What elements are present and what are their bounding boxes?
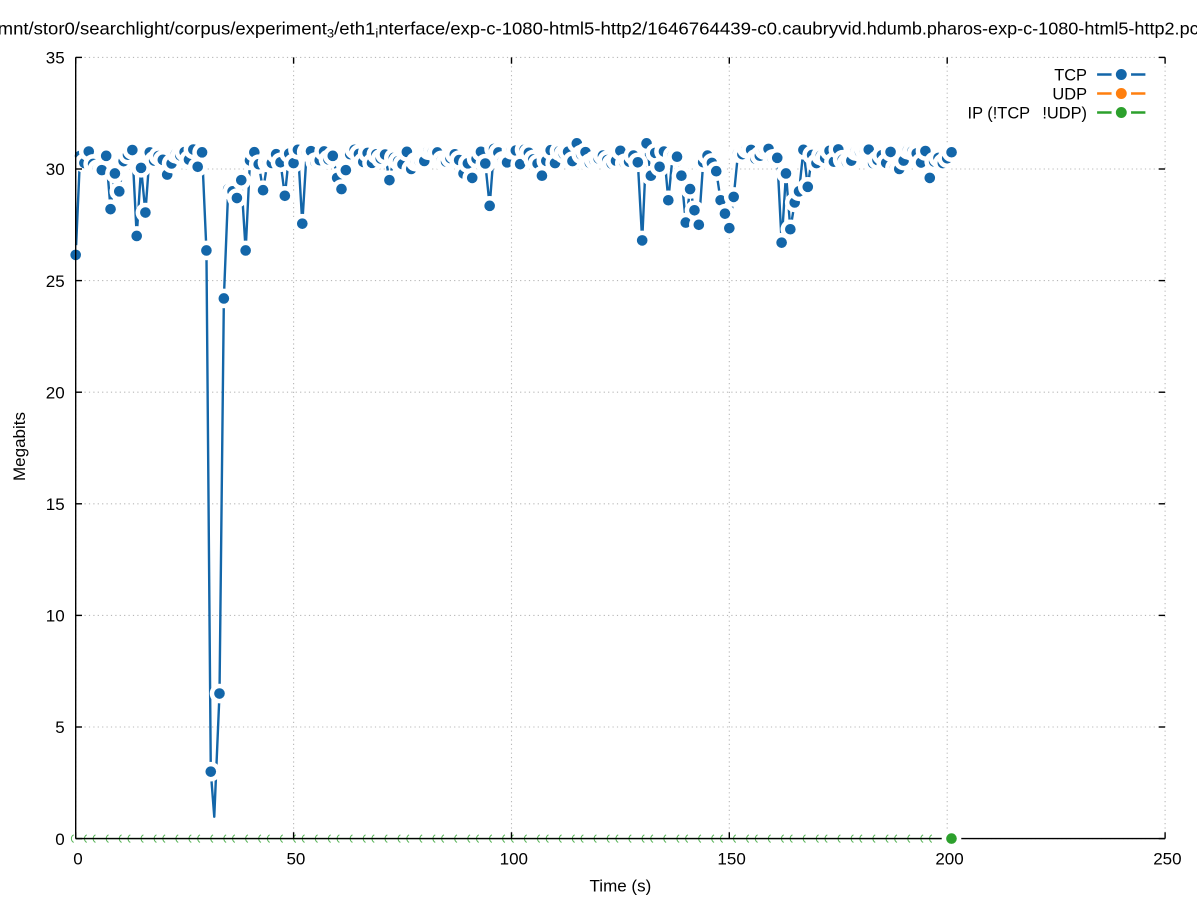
svg-text:35: 35 bbox=[46, 49, 65, 68]
svg-text:0: 0 bbox=[55, 830, 64, 849]
svg-text:/mnt/stor0/searchlight/corpus/: /mnt/stor0/searchlight/corpus/experiment… bbox=[0, 19, 601, 41]
svg-text:http2/1646764439-c0.caubryvi: http2/1646764439-c0.caubryvi bbox=[601, 19, 852, 39]
svg-text:Time (s): Time (s) bbox=[590, 876, 652, 895]
svg-text:5: 5 bbox=[55, 718, 64, 737]
svg-text:Megabits: Megabits bbox=[10, 412, 29, 481]
svg-text:100: 100 bbox=[500, 850, 528, 869]
svg-text:30: 30 bbox=[46, 160, 65, 179]
svg-text:150: 150 bbox=[717, 850, 745, 869]
svg-text:10: 10 bbox=[46, 607, 65, 626]
svg-text:d.hdumb.pharos-exp-c-1080-html: d.hdumb.pharos-exp-c-1080-html5-http2.pc… bbox=[852, 19, 1197, 39]
svg-text:15: 15 bbox=[46, 495, 65, 514]
svg-text:20: 20 bbox=[46, 383, 65, 402]
svg-text:0: 0 bbox=[73, 850, 82, 869]
svg-text:250: 250 bbox=[1153, 850, 1181, 869]
svg-text:25: 25 bbox=[46, 272, 65, 291]
svg-text:IP (!TCP !UDP): IP (!TCP !UDP) bbox=[968, 104, 1087, 122]
svg-text:200: 200 bbox=[935, 850, 963, 869]
svg-text:UDP: UDP bbox=[1052, 85, 1087, 103]
svg-text:50: 50 bbox=[286, 850, 305, 869]
svg-text:TCP: TCP bbox=[1054, 66, 1087, 84]
